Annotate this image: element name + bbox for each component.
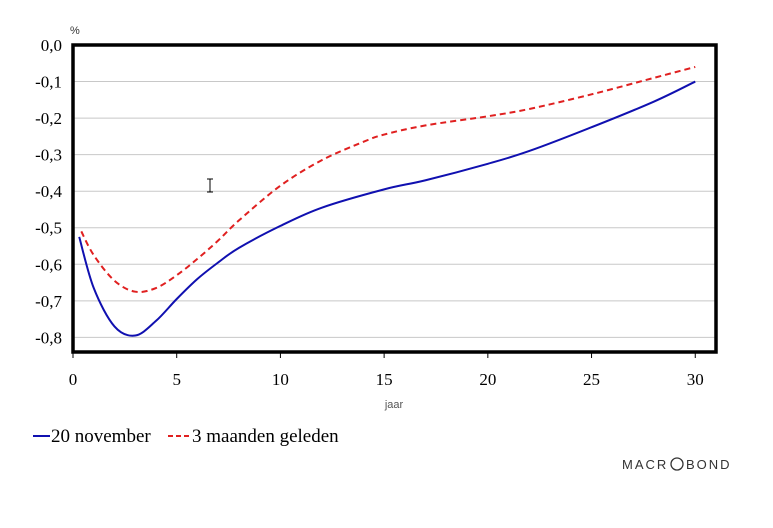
y-tick-label: -0,4 (35, 182, 62, 201)
x-tick-label: 5 (172, 370, 181, 389)
legend: 20 november 3 maanden geleden (33, 426, 339, 447)
grid-lines (73, 44, 716, 338)
series-line-3-maanden-geleden (80, 65, 696, 294)
y-tick-label: -0,1 (35, 73, 62, 92)
logo-text-right: BOND (686, 457, 732, 472)
text-cursor-icon (207, 178, 213, 193)
x-tick-label: 10 (272, 370, 289, 389)
x-axis-title: jaar (384, 399, 404, 411)
series-line-20-november (78, 80, 696, 337)
y-tick-label: -0,5 (35, 219, 62, 238)
logo-text-left: MACR (622, 457, 668, 472)
y-axis: 0,0 -0,1 -0,2 -0,3 -0,4 -0,5 -0,6 -0,7 -0,8 (35, 36, 62, 347)
x-axis: 0 5 10 15 20 25 30 (69, 352, 704, 389)
x-tick-label: 30 (687, 370, 704, 389)
legend-label-3-maanden-geleden: 3 maanden geleden (192, 426, 339, 447)
y-tick-label: -0,7 (35, 292, 62, 311)
x-tick-label: 15 (376, 370, 393, 389)
x-tick-label: 25 (583, 370, 600, 389)
y-tick-label: -0,6 (35, 255, 62, 274)
x-tick-label: 0 (69, 370, 78, 389)
plot-frame (71, 43, 718, 354)
macrobond-logo: MACR BOND (622, 457, 732, 472)
series-group (78, 65, 696, 337)
y-tick-label: -0,8 (35, 328, 62, 347)
y-tick-label: -0,2 (35, 109, 62, 128)
legend-label-20-november: 20 november (51, 426, 151, 447)
y-tick-label: -0,3 (35, 146, 62, 165)
y-unit-label: % (70, 25, 80, 37)
x-tick-label: 20 (479, 370, 496, 389)
logo-circle-icon (670, 457, 684, 471)
y-tick-label: 0,0 (41, 36, 62, 55)
